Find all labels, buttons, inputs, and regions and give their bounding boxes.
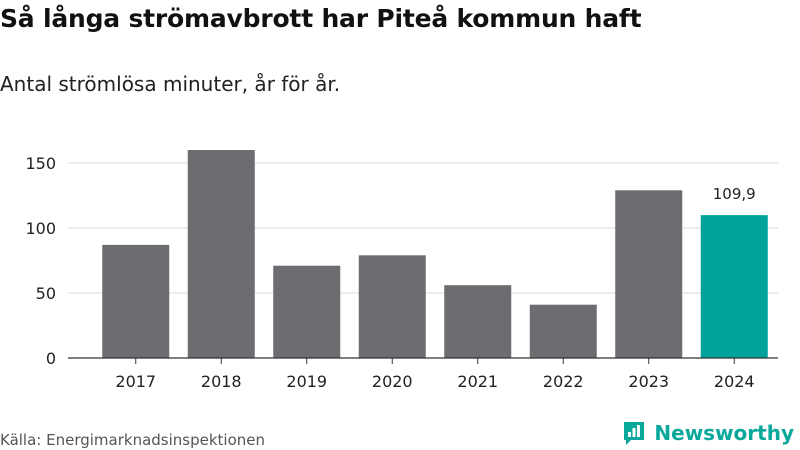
bar — [273, 265, 341, 358]
x-tick-label: 2020 — [372, 372, 413, 391]
source-note: Källa: Energimarknadsinspektionen — [0, 431, 266, 449]
bar — [529, 304, 597, 358]
bar-chart-speech-bubble-icon — [624, 422, 645, 445]
chart-title: Så långa strömavbrott har Piteå kommun h… — [0, 4, 642, 33]
x-tick-label: 2019 — [286, 372, 327, 391]
y-tick-label: 150 — [25, 154, 56, 173]
x-tick-label: 2017 — [115, 372, 156, 391]
x-tick-label: 2018 — [201, 372, 242, 391]
bar — [187, 150, 255, 358]
bar — [358, 255, 426, 358]
brand-logo: Newsworthy — [622, 420, 794, 446]
bar — [102, 244, 170, 358]
y-tick-label: 0 — [46, 349, 56, 368]
x-tick-label: 2022 — [543, 372, 584, 391]
chart-subtitle: Antal strömlösa minuter, år för år. — [0, 72, 341, 96]
data-label: 109,9 — [713, 185, 756, 203]
y-tick-label: 50 — [36, 284, 56, 303]
x-tick-label: 2021 — [457, 372, 498, 391]
bar — [444, 285, 512, 358]
brand-name: Newsworthy — [654, 421, 794, 445]
x-tick-label: 2024 — [714, 372, 755, 391]
bar-chart: 0 50 100 150 2017 2018 2019 2020 2021 2022 2023 202… — [25, 150, 778, 391]
x-tick-label: 2023 — [628, 372, 669, 391]
bar — [615, 190, 683, 358]
bar — [700, 215, 768, 358]
y-tick-label: 100 — [25, 219, 56, 238]
